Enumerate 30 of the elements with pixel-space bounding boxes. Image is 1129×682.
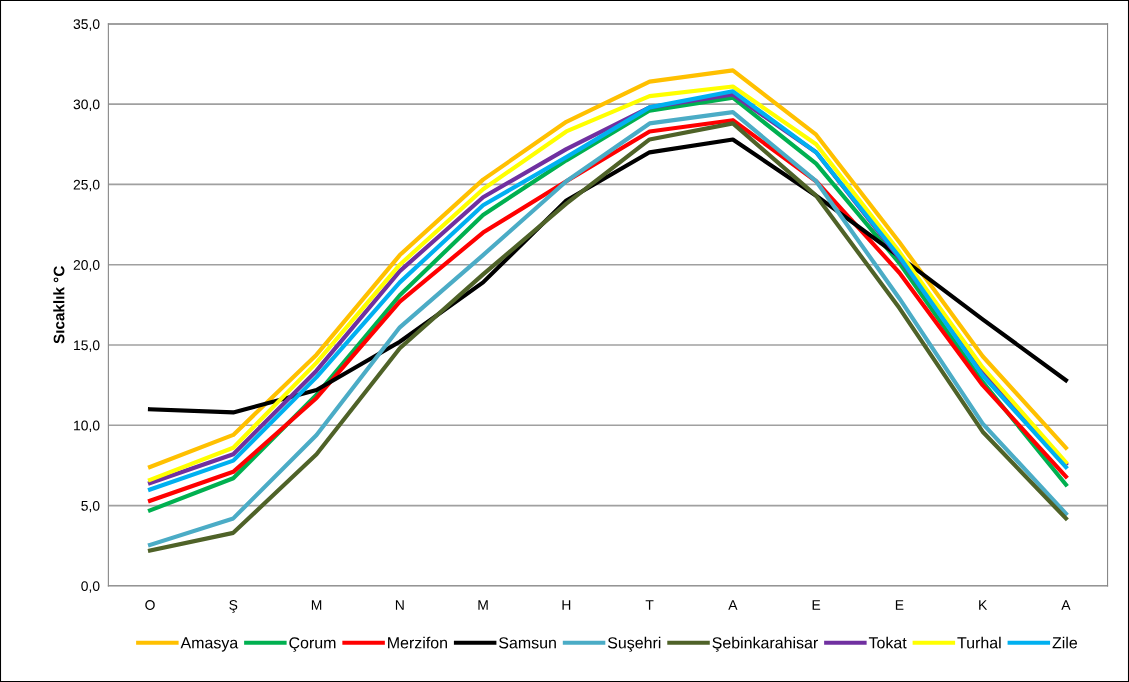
y-axis-title: Sıcaklık °C bbox=[53, 266, 65, 344]
x-tick-label: H bbox=[562, 600, 571, 610]
x-tick-label: E bbox=[812, 600, 821, 610]
y-tick-label: 10,0 bbox=[74, 420, 100, 433]
x-tick-label: Ş bbox=[229, 600, 238, 613]
legend-label: Amasya bbox=[180, 637, 239, 652]
x-tick-label: A bbox=[728, 600, 738, 610]
legend-label: Tokat bbox=[868, 636, 907, 649]
y-tick-label: 35,0 bbox=[73, 19, 100, 31]
legend-label: Samsun bbox=[499, 637, 556, 649]
x-tick-label: N bbox=[395, 600, 404, 610]
y-tick-label: 5,0 bbox=[81, 500, 100, 513]
x-tick-label: M bbox=[311, 600, 322, 610]
y-tick-label: 0,0 bbox=[81, 581, 100, 593]
legend-label: Turhal bbox=[957, 636, 1001, 649]
y-tick-label: 30,0 bbox=[73, 99, 100, 111]
y-tick-label: 25,0 bbox=[73, 179, 100, 192]
legend-label: Şebinkarahisar bbox=[712, 636, 818, 652]
y-tick-label: 15,0 bbox=[74, 340, 100, 352]
legend-label: Zile bbox=[1052, 636, 1078, 649]
x-tick-label: A bbox=[1061, 600, 1071, 610]
x-tick-label: M bbox=[478, 600, 488, 610]
legend-label: Merzifon bbox=[388, 636, 447, 649]
x-tick-label: T bbox=[645, 600, 654, 610]
y-tick-label: 20,0 bbox=[73, 260, 100, 272]
x-tick-label: K bbox=[979, 600, 988, 610]
x-tick-label: E bbox=[895, 600, 904, 610]
x-tick-label: O bbox=[145, 600, 155, 610]
legend-label: Çorum bbox=[289, 637, 336, 652]
legend-label: Suşehri bbox=[607, 636, 661, 652]
